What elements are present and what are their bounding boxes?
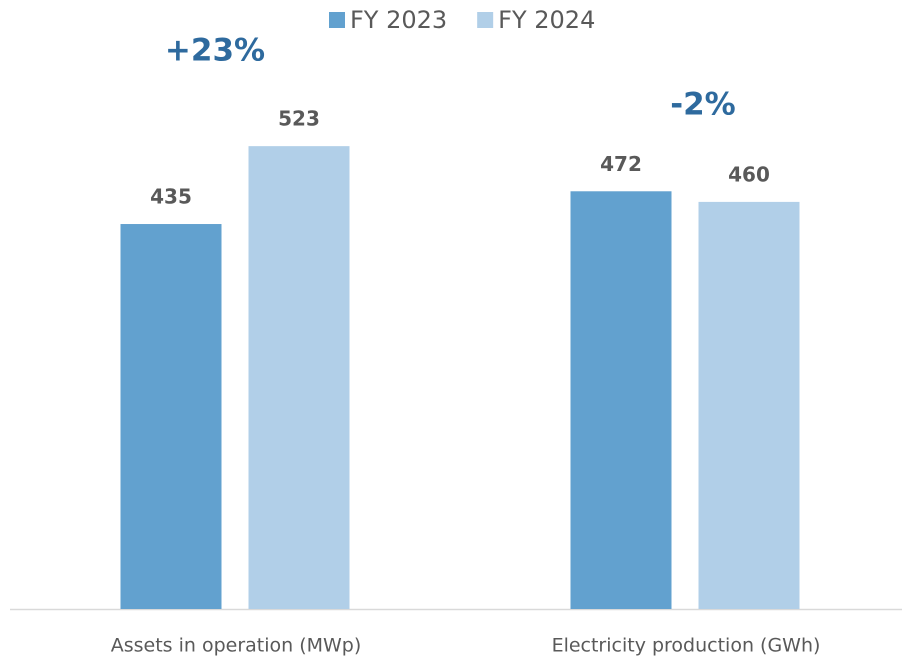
annotation: +23% [165,33,265,69]
bar [570,191,672,609]
value-label: 460 [728,162,770,186]
x-tick-label: Assets in operation (MWp) [111,635,362,657]
value-label: 472 [600,152,642,176]
annotation: -2% [670,87,736,123]
value-label: 435 [150,185,192,209]
legend-swatch [477,12,494,28]
legend-label: FY 2023 [350,6,447,34]
legend-label: FY 2024 [498,6,595,34]
bar [120,224,222,609]
x-tick-label: Electricity production (GWh) [552,635,821,657]
bar [248,146,350,609]
value-label: 523 [278,107,320,131]
bar [698,201,800,609]
legend-swatch [329,12,345,28]
